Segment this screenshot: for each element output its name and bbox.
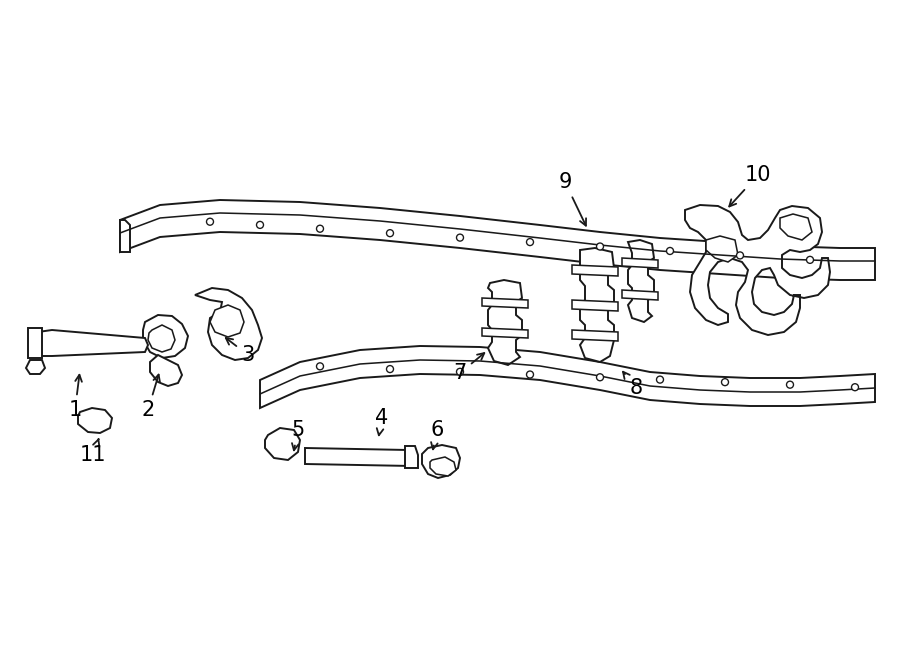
Circle shape <box>317 363 323 370</box>
Text: 10: 10 <box>729 165 771 206</box>
Polygon shape <box>622 258 658 268</box>
Circle shape <box>597 373 604 381</box>
Polygon shape <box>482 328 528 338</box>
Circle shape <box>526 371 534 378</box>
Text: 2: 2 <box>141 375 160 420</box>
Polygon shape <box>685 205 830 335</box>
Circle shape <box>456 368 464 375</box>
Text: 3: 3 <box>226 338 255 365</box>
Polygon shape <box>26 360 45 374</box>
Circle shape <box>597 243 604 250</box>
Circle shape <box>206 218 213 225</box>
Circle shape <box>851 384 859 391</box>
Polygon shape <box>120 200 875 280</box>
Circle shape <box>526 239 534 246</box>
Polygon shape <box>572 330 618 341</box>
Text: 5: 5 <box>292 420 304 450</box>
Text: 1: 1 <box>68 375 82 420</box>
Polygon shape <box>780 214 812 240</box>
Circle shape <box>722 379 728 385</box>
Polygon shape <box>488 280 522 365</box>
Polygon shape <box>405 446 418 468</box>
Text: 4: 4 <box>375 408 389 436</box>
Polygon shape <box>572 265 618 276</box>
Polygon shape <box>572 300 618 311</box>
Text: 8: 8 <box>623 371 643 398</box>
Text: 9: 9 <box>558 172 586 225</box>
Text: 11: 11 <box>80 439 106 465</box>
Circle shape <box>787 381 794 388</box>
Polygon shape <box>78 408 112 433</box>
Polygon shape <box>305 448 412 466</box>
Polygon shape <box>120 220 130 252</box>
Circle shape <box>656 376 663 383</box>
Circle shape <box>317 225 323 232</box>
Polygon shape <box>482 298 528 308</box>
Circle shape <box>456 234 464 241</box>
Polygon shape <box>628 240 654 322</box>
Polygon shape <box>265 428 300 460</box>
Circle shape <box>386 366 393 373</box>
Polygon shape <box>148 325 175 352</box>
Circle shape <box>806 256 814 263</box>
Text: 6: 6 <box>430 420 444 449</box>
Circle shape <box>386 229 393 237</box>
Polygon shape <box>28 328 42 358</box>
Polygon shape <box>143 315 188 358</box>
Polygon shape <box>260 346 875 408</box>
Polygon shape <box>430 457 456 476</box>
Circle shape <box>256 221 264 229</box>
Polygon shape <box>195 288 262 360</box>
Polygon shape <box>622 290 658 300</box>
Polygon shape <box>706 236 738 262</box>
Polygon shape <box>150 355 182 386</box>
Polygon shape <box>422 445 460 478</box>
Polygon shape <box>32 330 148 356</box>
Polygon shape <box>580 248 614 362</box>
Polygon shape <box>210 305 244 337</box>
Circle shape <box>736 252 743 259</box>
Text: 7: 7 <box>454 353 484 383</box>
Circle shape <box>667 247 673 254</box>
